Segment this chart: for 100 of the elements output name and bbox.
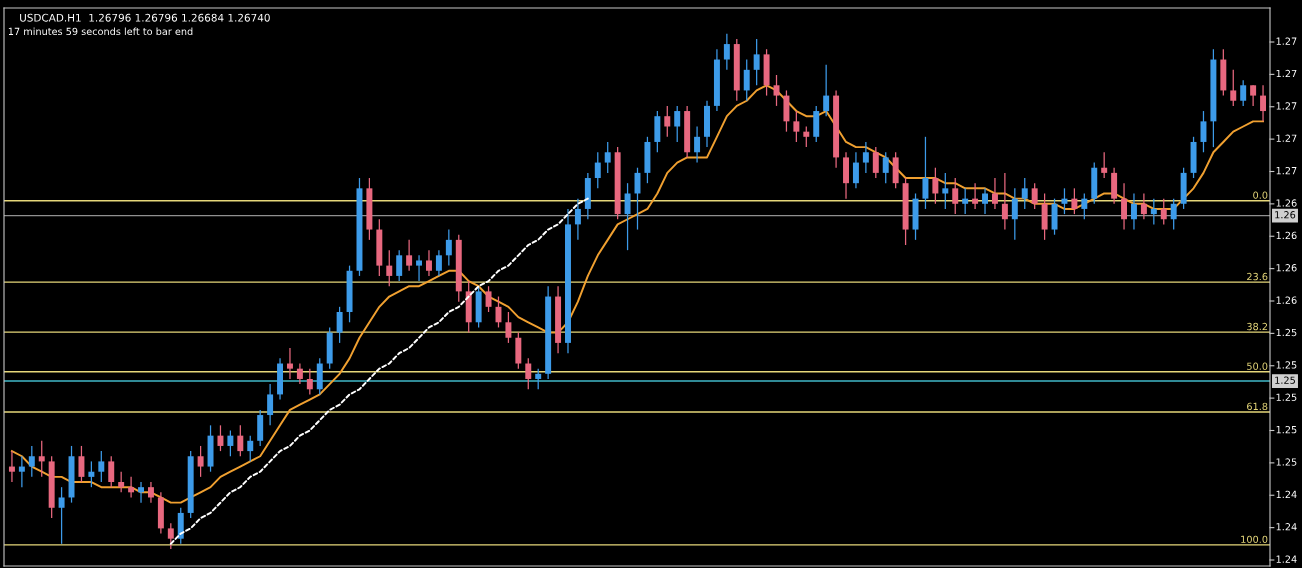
candlestick <box>386 249 393 287</box>
text: 1.25 <box>1276 425 1297 434</box>
text: 1.25 <box>1276 458 1297 466</box>
annotation: 1.25 <box>1275 376 1295 384</box>
candlestick <box>932 167 939 205</box>
candlestick <box>286 347 293 380</box>
candlestick <box>594 151 601 189</box>
candlestick <box>1061 187 1068 215</box>
annotation: 0.0 <box>1253 191 1268 199</box>
candlestick <box>217 424 224 452</box>
candlestick <box>1081 192 1088 220</box>
candlestick <box>1101 151 1108 179</box>
candlestick <box>118 471 125 493</box>
candlestick <box>406 239 413 272</box>
candlestick <box>38 440 45 478</box>
text: 1.24 <box>1276 555 1297 563</box>
candlestick <box>793 110 800 143</box>
candlestick <box>803 125 810 148</box>
candlestick <box>991 177 998 210</box>
candlestick <box>1001 172 1008 231</box>
candlestick <box>624 182 631 251</box>
candlestick <box>852 151 859 189</box>
text: 1.27 <box>1276 166 1297 175</box>
candlestick <box>1130 192 1137 231</box>
candlestick <box>306 368 313 396</box>
candlestick <box>952 177 959 215</box>
annotation: 50.0 <box>1247 362 1268 370</box>
text: 1.26 <box>1276 296 1297 304</box>
candlestick <box>1011 187 1018 241</box>
candlestick <box>58 486 65 545</box>
candlestick <box>664 105 671 138</box>
candlestick <box>28 445 35 478</box>
candlestick <box>237 424 244 457</box>
text: 1.26 <box>1276 199 1297 207</box>
text: 1.27 <box>1276 102 1297 110</box>
candlestick <box>962 187 969 215</box>
candlestick <box>78 445 85 483</box>
text: 1.25 <box>1276 328 1297 337</box>
candlestick <box>604 141 611 174</box>
text: 1.27 <box>1276 37 1297 45</box>
candlestick <box>1150 198 1157 226</box>
candlestick <box>823 64 830 117</box>
candlestick <box>98 450 105 483</box>
candlestick <box>138 481 144 504</box>
chart-title: USDCAD.H1 1.26796 1.26796 1.26684 1.26740 <box>20 13 270 22</box>
candlestick <box>505 311 512 344</box>
candlestick <box>108 455 115 488</box>
candlestick <box>267 383 274 426</box>
candlestick <box>753 38 760 86</box>
candlestick <box>435 249 442 277</box>
candlestick <box>882 151 889 184</box>
annotation: 38.2 <box>1247 322 1268 331</box>
candlestick <box>197 445 204 478</box>
candlestick <box>525 357 532 390</box>
candlestick <box>1200 110 1207 153</box>
candlestick <box>674 105 681 143</box>
candlestick <box>723 33 730 71</box>
candlestick <box>88 460 95 488</box>
candlestick <box>862 141 869 174</box>
annotation: 1.26 <box>1275 211 1296 219</box>
candlestick <box>1250 84 1257 107</box>
candlestick <box>445 228 452 267</box>
candlestick <box>1140 192 1147 220</box>
annotation: 100.0 <box>1241 535 1268 543</box>
candlestick <box>1230 69 1237 107</box>
text: 1.25 <box>1276 361 1297 369</box>
candlestick <box>336 306 343 344</box>
candlestick <box>872 146 879 179</box>
candlestick <box>128 476 135 499</box>
candlestick <box>416 254 423 282</box>
candlestick <box>1121 182 1128 231</box>
chart-subtitle: 17 minutes 59 seconds left to bar end <box>8 27 193 36</box>
candlestick <box>1170 198 1177 231</box>
annotation: 23.6 <box>1247 272 1268 281</box>
candlestick <box>694 125 701 164</box>
candlestick <box>942 172 949 210</box>
candlestick <box>167 522 174 550</box>
candlestick <box>922 136 929 210</box>
text: 1.27 <box>1276 69 1297 78</box>
text: 1.24 <box>1276 523 1297 531</box>
candlestick <box>485 285 492 313</box>
annotation: 61.8 <box>1247 402 1268 411</box>
text: 1.25 <box>1276 393 1297 401</box>
candlestick <box>535 368 542 390</box>
candlestick <box>972 182 979 210</box>
candlestick <box>773 74 780 107</box>
candlestick <box>147 481 154 504</box>
candlestick <box>982 187 988 215</box>
text: 1.26 <box>1276 231 1297 240</box>
candlestick <box>426 249 432 277</box>
candlestick <box>247 435 254 463</box>
candlestick <box>1260 84 1267 122</box>
candlestick <box>1031 182 1038 210</box>
text: 1.27 <box>1276 134 1297 142</box>
candlestick <box>574 198 581 241</box>
candlestick <box>8 450 15 483</box>
candlestick <box>227 429 234 457</box>
candlestick <box>296 362 303 385</box>
candlestick <box>743 58 750 102</box>
candlestick <box>1071 187 1078 215</box>
